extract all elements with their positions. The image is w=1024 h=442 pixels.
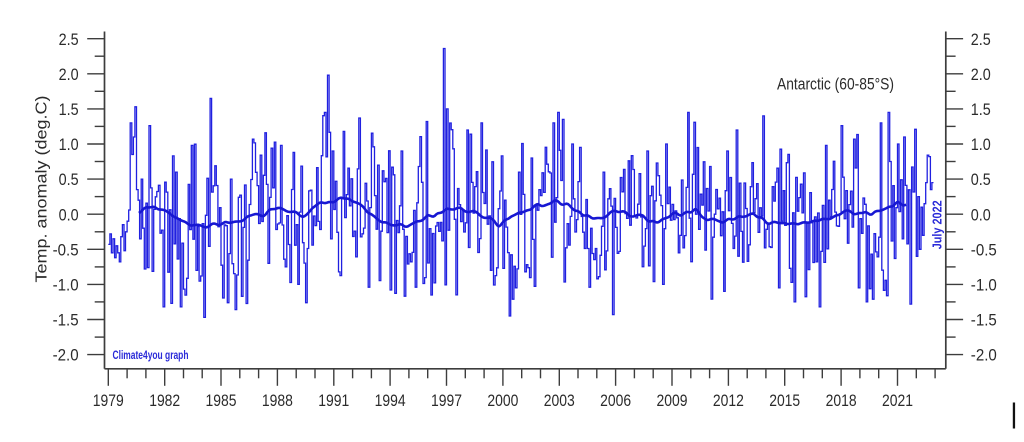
svg-text:0.5: 0.5 <box>971 170 991 189</box>
svg-text:2015: 2015 <box>769 391 800 410</box>
svg-text:1994: 1994 <box>375 391 406 410</box>
svg-text:Antarctic (60-85°S): Antarctic (60-85°S) <box>777 75 894 94</box>
svg-text:2000: 2000 <box>487 391 518 410</box>
svg-text:2021: 2021 <box>882 391 913 410</box>
svg-text:-2.0: -2.0 <box>53 346 79 365</box>
svg-text:1991: 1991 <box>318 391 349 410</box>
svg-text:2006: 2006 <box>600 391 631 410</box>
svg-text:0.0: 0.0 <box>59 205 79 224</box>
svg-text:-1.5: -1.5 <box>971 311 997 330</box>
svg-text:0.0: 0.0 <box>971 205 991 224</box>
svg-text:1982: 1982 <box>149 391 180 410</box>
svg-text:Climate4you graph: Climate4you graph <box>113 348 189 362</box>
svg-text:2.0: 2.0 <box>971 65 991 84</box>
svg-text:2012: 2012 <box>713 391 744 410</box>
svg-text:2.5: 2.5 <box>59 30 79 49</box>
svg-text:1997: 1997 <box>431 391 462 410</box>
svg-text:0.5: 0.5 <box>59 170 79 189</box>
svg-text:1.0: 1.0 <box>971 135 991 154</box>
svg-text:1985: 1985 <box>206 391 237 410</box>
svg-text:2.0: 2.0 <box>59 65 79 84</box>
svg-text:Temp. anomaly (deg.C): Temp. anomaly (deg.C) <box>34 95 51 282</box>
svg-text:1988: 1988 <box>262 391 293 410</box>
svg-text:-1.0: -1.0 <box>971 276 997 295</box>
svg-text:1.5: 1.5 <box>971 100 991 119</box>
svg-text:-0.5: -0.5 <box>53 240 79 259</box>
svg-text:-2.0: -2.0 <box>971 346 997 365</box>
svg-text:1.0: 1.0 <box>59 135 79 154</box>
svg-text:2.5: 2.5 <box>971 30 991 49</box>
svg-text:1.5: 1.5 <box>59 100 79 119</box>
svg-text:-1.0: -1.0 <box>53 276 79 295</box>
svg-text:2009: 2009 <box>657 391 688 410</box>
svg-text:2018: 2018 <box>826 391 857 410</box>
svg-text:-0.5: -0.5 <box>971 240 997 259</box>
svg-text:-1.5: -1.5 <box>53 311 79 330</box>
svg-text:2003: 2003 <box>544 391 575 410</box>
svg-text:July 2022: July 2022 <box>930 200 945 249</box>
svg-text:1979: 1979 <box>93 391 124 410</box>
